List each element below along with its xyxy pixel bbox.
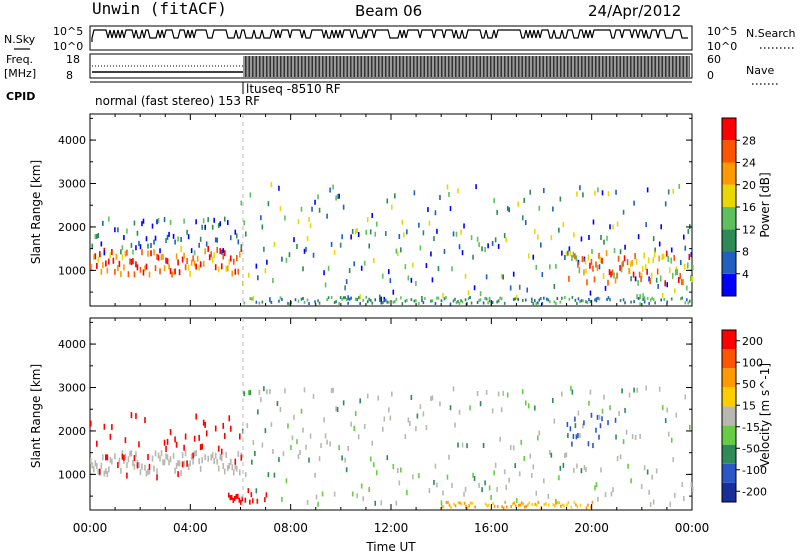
cpid-row: CPID normal (fast stereo) 153 RF ltuseq … (6, 81, 692, 108)
noise-strip: N.Sky 10^5 10^0 10^5 10^0 N.Search (4, 25, 796, 53)
colorbar-tick-label: 28 (742, 134, 756, 147)
nave-label: Nave (746, 64, 774, 77)
xaxis-label: Time UT (365, 540, 416, 554)
cpid-segment-1: normal (fast stereo) 153 RF (95, 94, 260, 108)
colorbar-swatch (722, 425, 736, 445)
velocity-panel: 1000 2000 3000 4000 Slant Range [km] (29, 317, 694, 511)
xtick-label: 00:00 (73, 521, 108, 535)
colorbar-swatch (722, 140, 736, 163)
velocity-colorbar: 200 100 50 15 -15 -50 -100 -200 Velocity [m s^-… (721, 329, 772, 503)
nsearch-tick-bottom: 10^0 (707, 40, 737, 53)
colorbar-tick-label: -50 (742, 442, 760, 455)
colorbar-swatch (722, 273, 736, 296)
colorbar-swatch (722, 482, 736, 502)
freq-tick-bottom: 8 (66, 69, 73, 82)
ytick-label: 4000 (58, 338, 86, 351)
colorbar-tick-label: 12 (742, 223, 756, 236)
nsearch-label: N.Search (746, 27, 796, 40)
nave-tick-bottom: 0 (707, 69, 714, 82)
cpid-label: CPID (6, 90, 35, 103)
ytick-label: 3000 (58, 178, 86, 191)
colorbar-tick-label: -100 (742, 464, 767, 477)
xtick-label: 16:00 (474, 521, 509, 535)
velocity-ylabel: Slant Range [km] (29, 364, 43, 468)
xtick-label: 04:00 (173, 521, 208, 535)
nsky-tick-bottom: 10^0 (53, 40, 83, 53)
colorbar-swatch (722, 229, 736, 252)
colorbar-tick-label: 24 (742, 157, 756, 170)
power-colorbar-label: Power [dB] (758, 172, 772, 237)
xtick-label: 08:00 (273, 521, 308, 535)
colorbar-tick-label: 50 (742, 378, 756, 391)
colorbar-swatch (722, 444, 736, 464)
colorbar-swatch (722, 162, 736, 185)
nsky-label: N.Sky (4, 33, 36, 46)
ytick-label: 1000 (58, 264, 86, 277)
frequency-strip: Freq. [MHz] 18 8 60 0 Nave (4, 53, 778, 85)
freq-unit-label: [MHz] (4, 67, 36, 80)
colorbar-tick-label: -15 (742, 421, 760, 434)
colorbar-tick-label: 8 (742, 246, 749, 259)
xtick-label: 00:00 (675, 521, 710, 535)
colorbar-swatch (722, 330, 736, 350)
xtick-label: 12:00 (374, 521, 409, 535)
colorbar-swatch (722, 184, 736, 207)
colorbar-tick-label: 4 (742, 268, 749, 281)
colorbar-swatch (722, 368, 736, 388)
ytick-label: 2000 (58, 221, 86, 234)
velocity-colorbar-label: Velocity [m s^-1] (758, 363, 772, 467)
xtick-label: 20:00 (574, 521, 609, 535)
freq-label: Freq. (6, 53, 33, 66)
colorbar-swatch (722, 387, 736, 407)
nsky-tick-top: 10^5 (53, 25, 83, 38)
colorbar-tick-label: 16 (742, 201, 756, 214)
station-title: Unwin (fitACF) (92, 0, 227, 18)
time-axis: 00:00 04:00 08:00 12:00 16:00 20:00 00:00 (73, 114, 710, 535)
ytick-label: 1000 (58, 468, 86, 481)
nave-tick-top: 60 (707, 53, 721, 66)
colorbar-swatch (722, 118, 736, 141)
ytick-label: 3000 (58, 382, 86, 395)
freq-tick-top: 18 (66, 53, 80, 66)
power-colorbar: 4 8 12 16 20 24 28 Power [dB] (721, 117, 772, 297)
ytick-label: 4000 (58, 134, 86, 147)
power-ylabel: Slant Range [km] (29, 160, 43, 264)
colorbar-tick-label: 20 (742, 179, 756, 192)
colorbar-tick-label: 15 (742, 399, 756, 412)
colorbar-swatch (722, 207, 736, 230)
colorbar-swatch (722, 463, 736, 483)
ytick-label: 2000 (58, 425, 86, 438)
colorbar-tick-label: 200 (742, 335, 763, 348)
power-panel: 1000 2000 3000 4000 Slant Range [km] (29, 113, 694, 307)
colorbar-swatch (722, 349, 736, 369)
nsearch-tick-top: 10^5 (707, 25, 737, 38)
beam-label: Beam 06 (355, 2, 422, 20)
colorbar-tick-label: 100 (742, 356, 763, 369)
colorbar-swatch (722, 406, 736, 426)
cpid-segment-2: ltuseq -8510 RF (246, 82, 341, 96)
date-label: 24/Apr/2012 (588, 2, 681, 20)
colorbar-tick-label: -200 (742, 485, 767, 498)
colorbar-swatch (722, 251, 736, 274)
